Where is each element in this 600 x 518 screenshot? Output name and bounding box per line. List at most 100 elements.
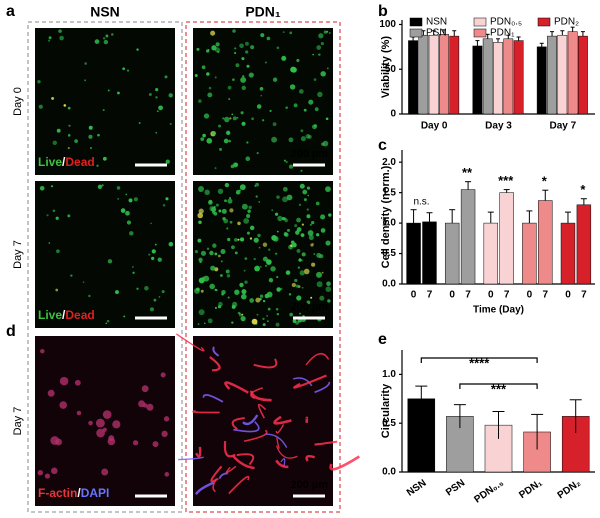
cell (84, 79, 87, 82)
cell (51, 96, 55, 100)
y-tick-label: 2.0 (382, 157, 396, 168)
fiber (305, 352, 330, 366)
cell (285, 270, 291, 275)
cell (117, 91, 120, 95)
cell (289, 312, 294, 317)
cell (146, 403, 154, 411)
cell (110, 33, 114, 36)
cell (164, 472, 170, 477)
significance: ** (462, 165, 473, 180)
cell (107, 437, 116, 446)
fiber (223, 441, 236, 458)
cell (89, 146, 93, 150)
y-tick-label: 1.0 (382, 369, 396, 380)
x-tick-label: PDN₁ (517, 478, 544, 501)
cell (194, 74, 198, 78)
legend-swatch (409, 28, 423, 38)
cell (201, 65, 206, 70)
x-tick-label: 0 (411, 290, 417, 301)
bar (522, 222, 537, 285)
cell (67, 106, 71, 110)
fiber (178, 456, 204, 461)
cell (215, 203, 219, 207)
cell (325, 240, 331, 246)
cell (325, 186, 331, 193)
cell (138, 122, 141, 125)
cell (254, 265, 260, 272)
cell (211, 210, 216, 214)
fiber (275, 459, 289, 469)
cell (248, 72, 254, 78)
cell (282, 196, 288, 203)
fiber (329, 455, 361, 471)
cell (257, 233, 261, 238)
cell (284, 232, 289, 237)
fiber (280, 458, 286, 467)
cell (249, 237, 253, 240)
cell (285, 160, 288, 164)
cell (215, 42, 220, 47)
cell (283, 159, 286, 162)
cell (228, 98, 231, 101)
cell (301, 223, 304, 226)
cell (220, 249, 226, 255)
micrograph (35, 181, 175, 328)
cell (309, 223, 312, 226)
cell (303, 268, 310, 275)
cell (218, 124, 221, 128)
bar (439, 34, 449, 115)
cell (202, 276, 205, 279)
fiber (194, 481, 215, 495)
y-tick-label: 100 (379, 19, 396, 30)
x-tick-label: 7 (504, 290, 510, 301)
cell (161, 430, 168, 438)
cell (276, 276, 279, 279)
cell (307, 194, 310, 197)
cell (237, 238, 240, 241)
x-tick-label: 0 (527, 290, 533, 301)
cell (129, 231, 134, 236)
cell (220, 260, 223, 263)
y-axis-label: Viability (%) (380, 36, 392, 98)
cell (306, 208, 309, 211)
bar (406, 222, 421, 285)
cell (218, 254, 221, 258)
cell (115, 290, 119, 294)
fiber (231, 417, 245, 431)
cell (240, 76, 247, 83)
cell (320, 228, 326, 233)
cell (126, 69, 130, 72)
y-tick-label: 0.5 (382, 418, 396, 429)
cell (218, 209, 222, 213)
bar (503, 38, 514, 115)
cell (281, 55, 287, 61)
cell (273, 236, 279, 242)
bar (538, 200, 553, 285)
cell (168, 93, 173, 98)
cell (218, 301, 223, 307)
cell (269, 109, 272, 113)
cell (165, 159, 170, 164)
cell (210, 30, 216, 36)
cell (198, 277, 205, 284)
bar (472, 45, 483, 115)
bar (493, 42, 503, 115)
cell (158, 105, 163, 111)
fiber (249, 390, 272, 402)
y-tick-label: 1.5 (382, 187, 396, 198)
cell (101, 184, 104, 187)
x-tick-label: 7 (581, 290, 587, 301)
panel-label: e (378, 331, 387, 348)
cell (259, 86, 264, 91)
significance: *** (498, 173, 514, 188)
cell (207, 49, 210, 51)
cell (239, 43, 244, 49)
cell (230, 164, 235, 169)
cell (88, 125, 93, 130)
cell (234, 251, 238, 255)
cell (161, 290, 165, 294)
cell (224, 182, 230, 188)
cell (299, 89, 304, 94)
cell (153, 298, 157, 302)
cell (320, 214, 326, 220)
